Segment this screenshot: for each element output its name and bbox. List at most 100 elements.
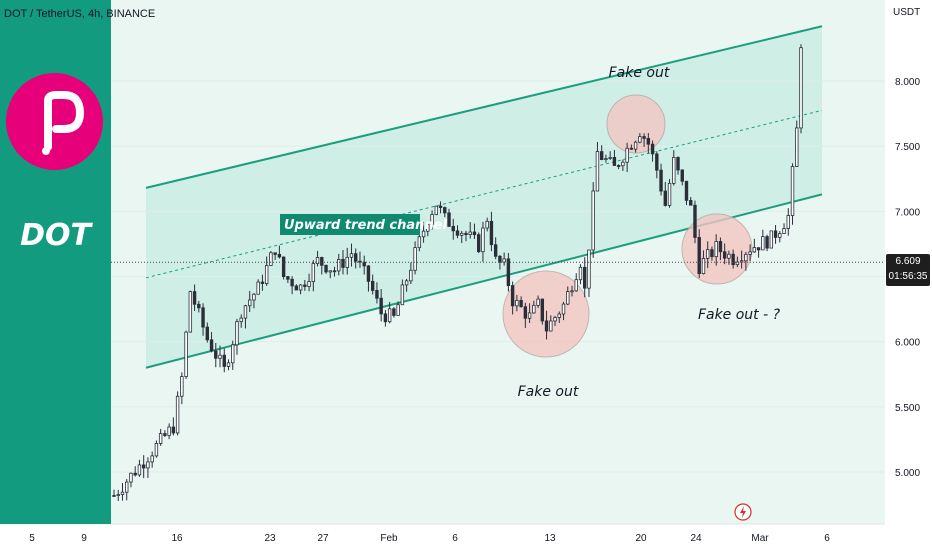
candle[interactable] xyxy=(477,234,481,253)
candle[interactable] xyxy=(659,169,663,192)
candle[interactable] xyxy=(294,285,299,291)
candle[interactable] xyxy=(485,220,489,229)
candle[interactable] xyxy=(129,472,133,483)
candle[interactable] xyxy=(120,491,125,495)
candle[interactable] xyxy=(574,279,578,292)
candle[interactable] xyxy=(455,230,460,236)
candle[interactable] xyxy=(214,350,218,359)
candle[interactable] xyxy=(519,299,523,308)
candle[interactable] xyxy=(277,253,282,258)
candle[interactable] xyxy=(650,143,655,155)
candle[interactable] xyxy=(362,261,366,267)
candle[interactable] xyxy=(540,298,545,322)
candle[interactable] xyxy=(689,199,693,206)
candle[interactable] xyxy=(273,252,277,255)
candle[interactable] xyxy=(286,276,290,280)
candle[interactable] xyxy=(163,433,167,436)
candle[interactable] xyxy=(171,426,176,434)
candle[interactable] xyxy=(714,241,718,258)
candle[interactable] xyxy=(150,455,154,463)
candle[interactable] xyxy=(332,270,337,273)
candle[interactable] xyxy=(434,205,438,215)
candle[interactable] xyxy=(239,317,243,323)
candle[interactable] xyxy=(701,257,706,275)
candle[interactable] xyxy=(591,190,595,251)
currency-label[interactable]: USDT xyxy=(893,7,920,18)
candle[interactable] xyxy=(621,161,625,167)
candle[interactable] xyxy=(281,256,286,277)
candle[interactable] xyxy=(158,433,163,444)
candle[interactable] xyxy=(201,307,205,328)
candle[interactable] xyxy=(112,495,116,497)
candle[interactable] xyxy=(672,157,676,184)
candle[interactable] xyxy=(392,308,396,316)
candle[interactable] xyxy=(599,151,604,160)
candle[interactable] xyxy=(667,182,672,206)
candle[interactable] xyxy=(544,320,549,332)
candle[interactable] xyxy=(676,157,680,171)
candle[interactable] xyxy=(125,481,129,493)
candle[interactable] xyxy=(460,232,464,236)
candle[interactable] xyxy=(697,237,701,275)
candle[interactable] xyxy=(744,253,748,262)
candle[interactable] xyxy=(680,169,684,182)
candle[interactable] xyxy=(438,205,443,208)
candle[interactable] xyxy=(154,443,159,457)
candle[interactable] xyxy=(315,257,320,265)
candle[interactable] xyxy=(799,47,803,129)
candle[interactable] xyxy=(604,158,608,160)
candle[interactable] xyxy=(290,278,294,287)
candle[interactable] xyxy=(566,291,570,305)
candle[interactable] xyxy=(464,232,468,235)
candle[interactable] xyxy=(722,251,727,259)
candle[interactable] xyxy=(184,331,188,377)
candle[interactable] xyxy=(137,464,142,476)
candle[interactable] xyxy=(417,236,422,249)
candle[interactable] xyxy=(400,284,405,306)
candle[interactable] xyxy=(180,376,184,397)
candle[interactable] xyxy=(778,233,782,238)
candle[interactable] xyxy=(133,472,137,476)
candle[interactable] xyxy=(443,207,447,214)
candle[interactable] xyxy=(175,395,180,434)
candle[interactable] xyxy=(646,138,651,145)
candle[interactable] xyxy=(192,291,197,305)
channel-mid-line[interactable] xyxy=(145,109,823,279)
candle[interactable] xyxy=(426,223,430,232)
candle[interactable] xyxy=(557,313,561,318)
candle[interactable] xyxy=(595,151,600,192)
candle[interactable] xyxy=(328,270,332,273)
candle[interactable] xyxy=(502,258,506,263)
candle[interactable] xyxy=(413,247,417,271)
candle[interactable] xyxy=(735,261,740,266)
candle[interactable] xyxy=(727,253,731,259)
candle[interactable] xyxy=(235,321,239,346)
candle[interactable] xyxy=(583,266,587,289)
candle[interactable] xyxy=(141,464,146,469)
candle[interactable] xyxy=(243,305,248,319)
candle[interactable] xyxy=(769,230,774,249)
candle[interactable] xyxy=(370,280,375,291)
candle[interactable] xyxy=(248,299,252,307)
candle[interactable] xyxy=(506,258,511,286)
candle[interactable] xyxy=(226,362,231,367)
candle[interactable] xyxy=(587,249,591,289)
candle[interactable] xyxy=(748,251,752,255)
candle[interactable] xyxy=(786,215,790,229)
candle[interactable] xyxy=(515,299,519,307)
candle[interactable] xyxy=(608,156,612,159)
candle[interactable] xyxy=(706,249,710,259)
candle[interactable] xyxy=(633,141,638,150)
candle[interactable] xyxy=(387,308,392,323)
candle[interactable] xyxy=(421,230,426,238)
candle[interactable] xyxy=(366,265,371,282)
candle[interactable] xyxy=(320,257,324,266)
candle[interactable] xyxy=(510,285,515,307)
candle[interactable] xyxy=(616,165,621,167)
candle[interactable] xyxy=(570,290,574,293)
candle[interactable] xyxy=(718,241,723,253)
symbol-title[interactable]: DOT / TetherUS, 4h, BINANCE xyxy=(4,8,156,20)
candle[interactable] xyxy=(625,147,629,163)
candle[interactable] xyxy=(252,293,256,301)
